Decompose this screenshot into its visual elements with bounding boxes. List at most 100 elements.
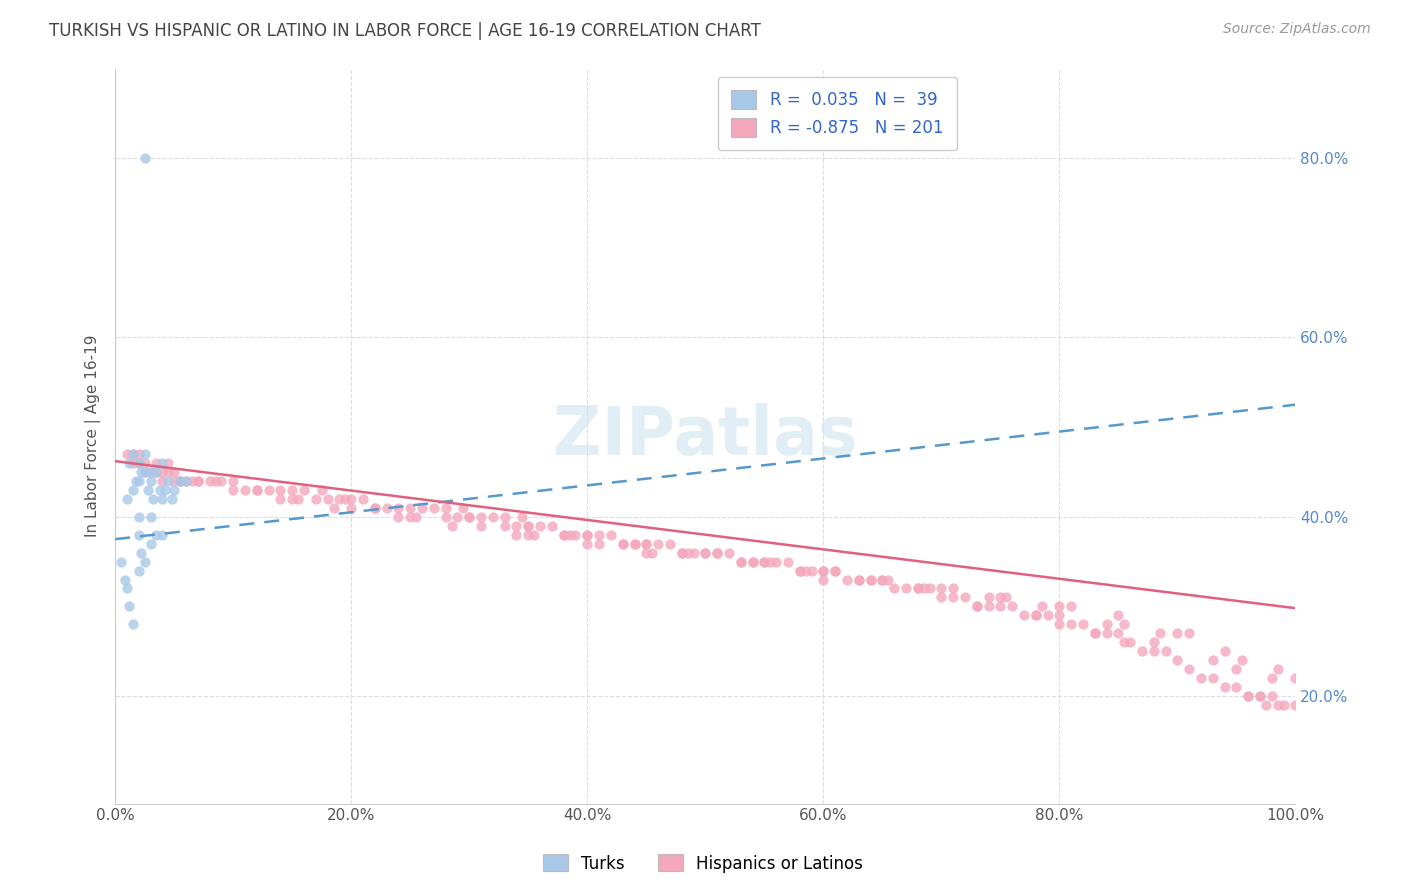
Point bbox=[458, 509, 481, 524]
Text: ZIPatlas: ZIPatlas bbox=[553, 403, 858, 469]
Point bbox=[641, 546, 664, 560]
Point bbox=[859, 573, 882, 587]
Point bbox=[931, 582, 953, 596]
Point bbox=[340, 500, 363, 515]
Point bbox=[759, 555, 782, 569]
Point bbox=[446, 509, 468, 524]
Point bbox=[848, 573, 870, 587]
Point bbox=[118, 456, 141, 470]
Point bbox=[1178, 662, 1201, 676]
Point bbox=[813, 564, 835, 578]
Point bbox=[1047, 617, 1070, 632]
Point bbox=[824, 564, 846, 578]
Point bbox=[695, 546, 717, 560]
Point bbox=[1249, 689, 1271, 703]
Point bbox=[169, 474, 191, 488]
Point bbox=[1213, 680, 1236, 694]
Point bbox=[340, 491, 363, 506]
Point bbox=[128, 456, 150, 470]
Point bbox=[942, 591, 965, 605]
Point bbox=[872, 573, 894, 587]
Point bbox=[142, 491, 165, 506]
Point bbox=[517, 527, 540, 541]
Point bbox=[157, 465, 180, 479]
Point bbox=[1107, 626, 1129, 640]
Point bbox=[636, 546, 658, 560]
Point bbox=[122, 456, 145, 470]
Point bbox=[1084, 626, 1107, 640]
Point bbox=[523, 527, 546, 541]
Point bbox=[139, 465, 162, 479]
Point bbox=[440, 518, 463, 533]
Point bbox=[1213, 644, 1236, 658]
Point bbox=[1237, 689, 1260, 703]
Point bbox=[136, 483, 159, 497]
Point bbox=[128, 527, 150, 541]
Point bbox=[942, 582, 965, 596]
Point bbox=[204, 474, 226, 488]
Point bbox=[122, 447, 145, 461]
Point bbox=[918, 582, 941, 596]
Point bbox=[1154, 644, 1177, 658]
Point bbox=[246, 483, 269, 497]
Legend: R =  0.035   N =  39, R = -0.875   N = 201: R = 0.035 N = 39, R = -0.875 N = 201 bbox=[718, 77, 956, 151]
Point bbox=[789, 564, 811, 578]
Point bbox=[813, 564, 835, 578]
Point bbox=[1149, 626, 1171, 640]
Point bbox=[1060, 599, 1083, 614]
Point bbox=[364, 500, 387, 515]
Point bbox=[576, 527, 599, 541]
Point bbox=[1261, 671, 1284, 685]
Point bbox=[1143, 635, 1166, 649]
Point bbox=[558, 527, 581, 541]
Point bbox=[269, 483, 291, 497]
Point bbox=[134, 456, 156, 470]
Point bbox=[1166, 626, 1188, 640]
Point bbox=[328, 491, 350, 506]
Point bbox=[1261, 689, 1284, 703]
Point bbox=[305, 491, 328, 506]
Point bbox=[1060, 617, 1083, 632]
Point bbox=[129, 465, 152, 479]
Point bbox=[198, 474, 221, 488]
Point bbox=[1025, 608, 1047, 623]
Point bbox=[1178, 626, 1201, 640]
Point bbox=[1284, 671, 1306, 685]
Point bbox=[1225, 662, 1247, 676]
Text: Source: ZipAtlas.com: Source: ZipAtlas.com bbox=[1223, 22, 1371, 37]
Point bbox=[145, 527, 167, 541]
Point bbox=[118, 599, 141, 614]
Point bbox=[877, 573, 900, 587]
Point bbox=[754, 555, 776, 569]
Point bbox=[387, 500, 409, 515]
Point bbox=[152, 527, 174, 541]
Point bbox=[335, 491, 357, 506]
Point bbox=[160, 491, 183, 506]
Y-axis label: In Labor Force | Age 16-19: In Labor Force | Age 16-19 bbox=[86, 334, 101, 537]
Point bbox=[576, 527, 599, 541]
Point bbox=[139, 474, 162, 488]
Point bbox=[647, 536, 669, 550]
Point bbox=[174, 474, 197, 488]
Point bbox=[1237, 689, 1260, 703]
Point bbox=[222, 474, 245, 488]
Point bbox=[658, 536, 681, 550]
Point bbox=[741, 555, 763, 569]
Point bbox=[128, 564, 150, 578]
Point bbox=[139, 509, 162, 524]
Point bbox=[163, 483, 186, 497]
Point bbox=[682, 546, 704, 560]
Point bbox=[152, 456, 174, 470]
Point bbox=[163, 465, 186, 479]
Point bbox=[517, 518, 540, 533]
Point bbox=[1130, 644, 1153, 658]
Point bbox=[152, 491, 174, 506]
Point bbox=[800, 564, 823, 578]
Point bbox=[1189, 671, 1212, 685]
Point bbox=[399, 509, 422, 524]
Point bbox=[316, 491, 339, 506]
Point bbox=[848, 573, 870, 587]
Point bbox=[599, 527, 621, 541]
Point bbox=[612, 536, 634, 550]
Point bbox=[1284, 698, 1306, 712]
